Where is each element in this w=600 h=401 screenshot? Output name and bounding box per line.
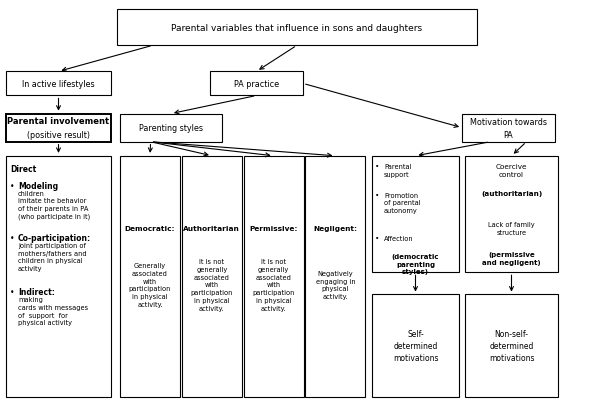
Text: Affection: Affection [384,236,413,242]
Bar [372,156,459,273]
Text: PA: PA [503,131,514,140]
Text: (democratic
parenting
styles): (democratic parenting styles) [392,254,439,275]
Bar [120,156,180,397]
Text: In active lifestyles: In active lifestyles [22,80,95,89]
Text: Co-participation:: Co-participation: [18,233,91,242]
Text: (positive result): (positive result) [27,130,90,139]
Bar [6,72,111,96]
Text: Indirect:: Indirect: [18,288,55,296]
Text: Parenting styles: Parenting styles [139,124,203,133]
Text: •: • [10,181,15,190]
Bar [6,114,111,142]
Text: joint participation of
mothers/fathers and
children in physical
activity: joint participation of mothers/fathers a… [18,242,86,271]
Text: Parental involvement: Parental involvement [7,117,110,126]
Text: •: • [375,192,379,198]
Bar [462,114,555,142]
Text: Coercive
control: Coercive control [496,164,527,177]
Bar [117,10,477,46]
Text: making
cards with messages
of  support  for
physical activity: making cards with messages of support fo… [18,296,88,326]
Bar [210,72,303,96]
Bar [465,295,558,397]
Bar [465,156,558,273]
Text: Permissive:: Permissive: [250,226,298,231]
Text: It is not
generally
associated
with
participation
in physical
activity.: It is not generally associated with part… [253,259,295,311]
Text: Direct: Direct [10,164,37,173]
Text: It is not
generally
associated
with
participation
in physical
activity.: It is not generally associated with part… [191,259,233,311]
Text: •: • [10,288,15,296]
Bar [6,156,111,397]
Text: •: • [10,233,15,242]
Text: Non-self-
determined
motivations: Non-self- determined motivations [489,330,534,362]
Bar [244,156,304,397]
Text: Promotion
of parental
autonomy: Promotion of parental autonomy [384,192,421,213]
Text: Parental variables that influence in sons and daughters: Parental variables that influence in son… [172,24,422,32]
Text: Lack of family
structure: Lack of family structure [488,222,535,235]
Bar [372,295,459,397]
Text: Generally
associated
with
participation
in physical
activity.: Generally associated with participation … [129,262,171,307]
Text: children
imitate the behavior
of their parents in PA
(who participate in it): children imitate the behavior of their p… [18,190,90,220]
Text: •: • [375,236,379,242]
Text: Self-
determined
motivations: Self- determined motivations [393,330,438,362]
Text: Modeling: Modeling [18,181,58,190]
Bar [120,114,222,142]
Bar [305,156,365,397]
Text: Motivation towards: Motivation towards [470,118,547,127]
Text: •: • [375,164,379,170]
Text: PA practice: PA practice [234,80,279,89]
Text: (permissive
and negligent): (permissive and negligent) [482,252,541,265]
Text: Authoritarian: Authoritarian [184,226,240,231]
Text: Negatively
engaging in
physical
activity.: Negatively engaging in physical activity… [316,270,355,299]
Text: Negligent:: Negligent: [313,226,358,231]
Text: Democratic:: Democratic: [125,226,175,231]
Text: (authoritarian): (authoritarian) [481,191,542,197]
Text: Parental
support: Parental support [384,164,412,177]
Bar [182,156,242,397]
